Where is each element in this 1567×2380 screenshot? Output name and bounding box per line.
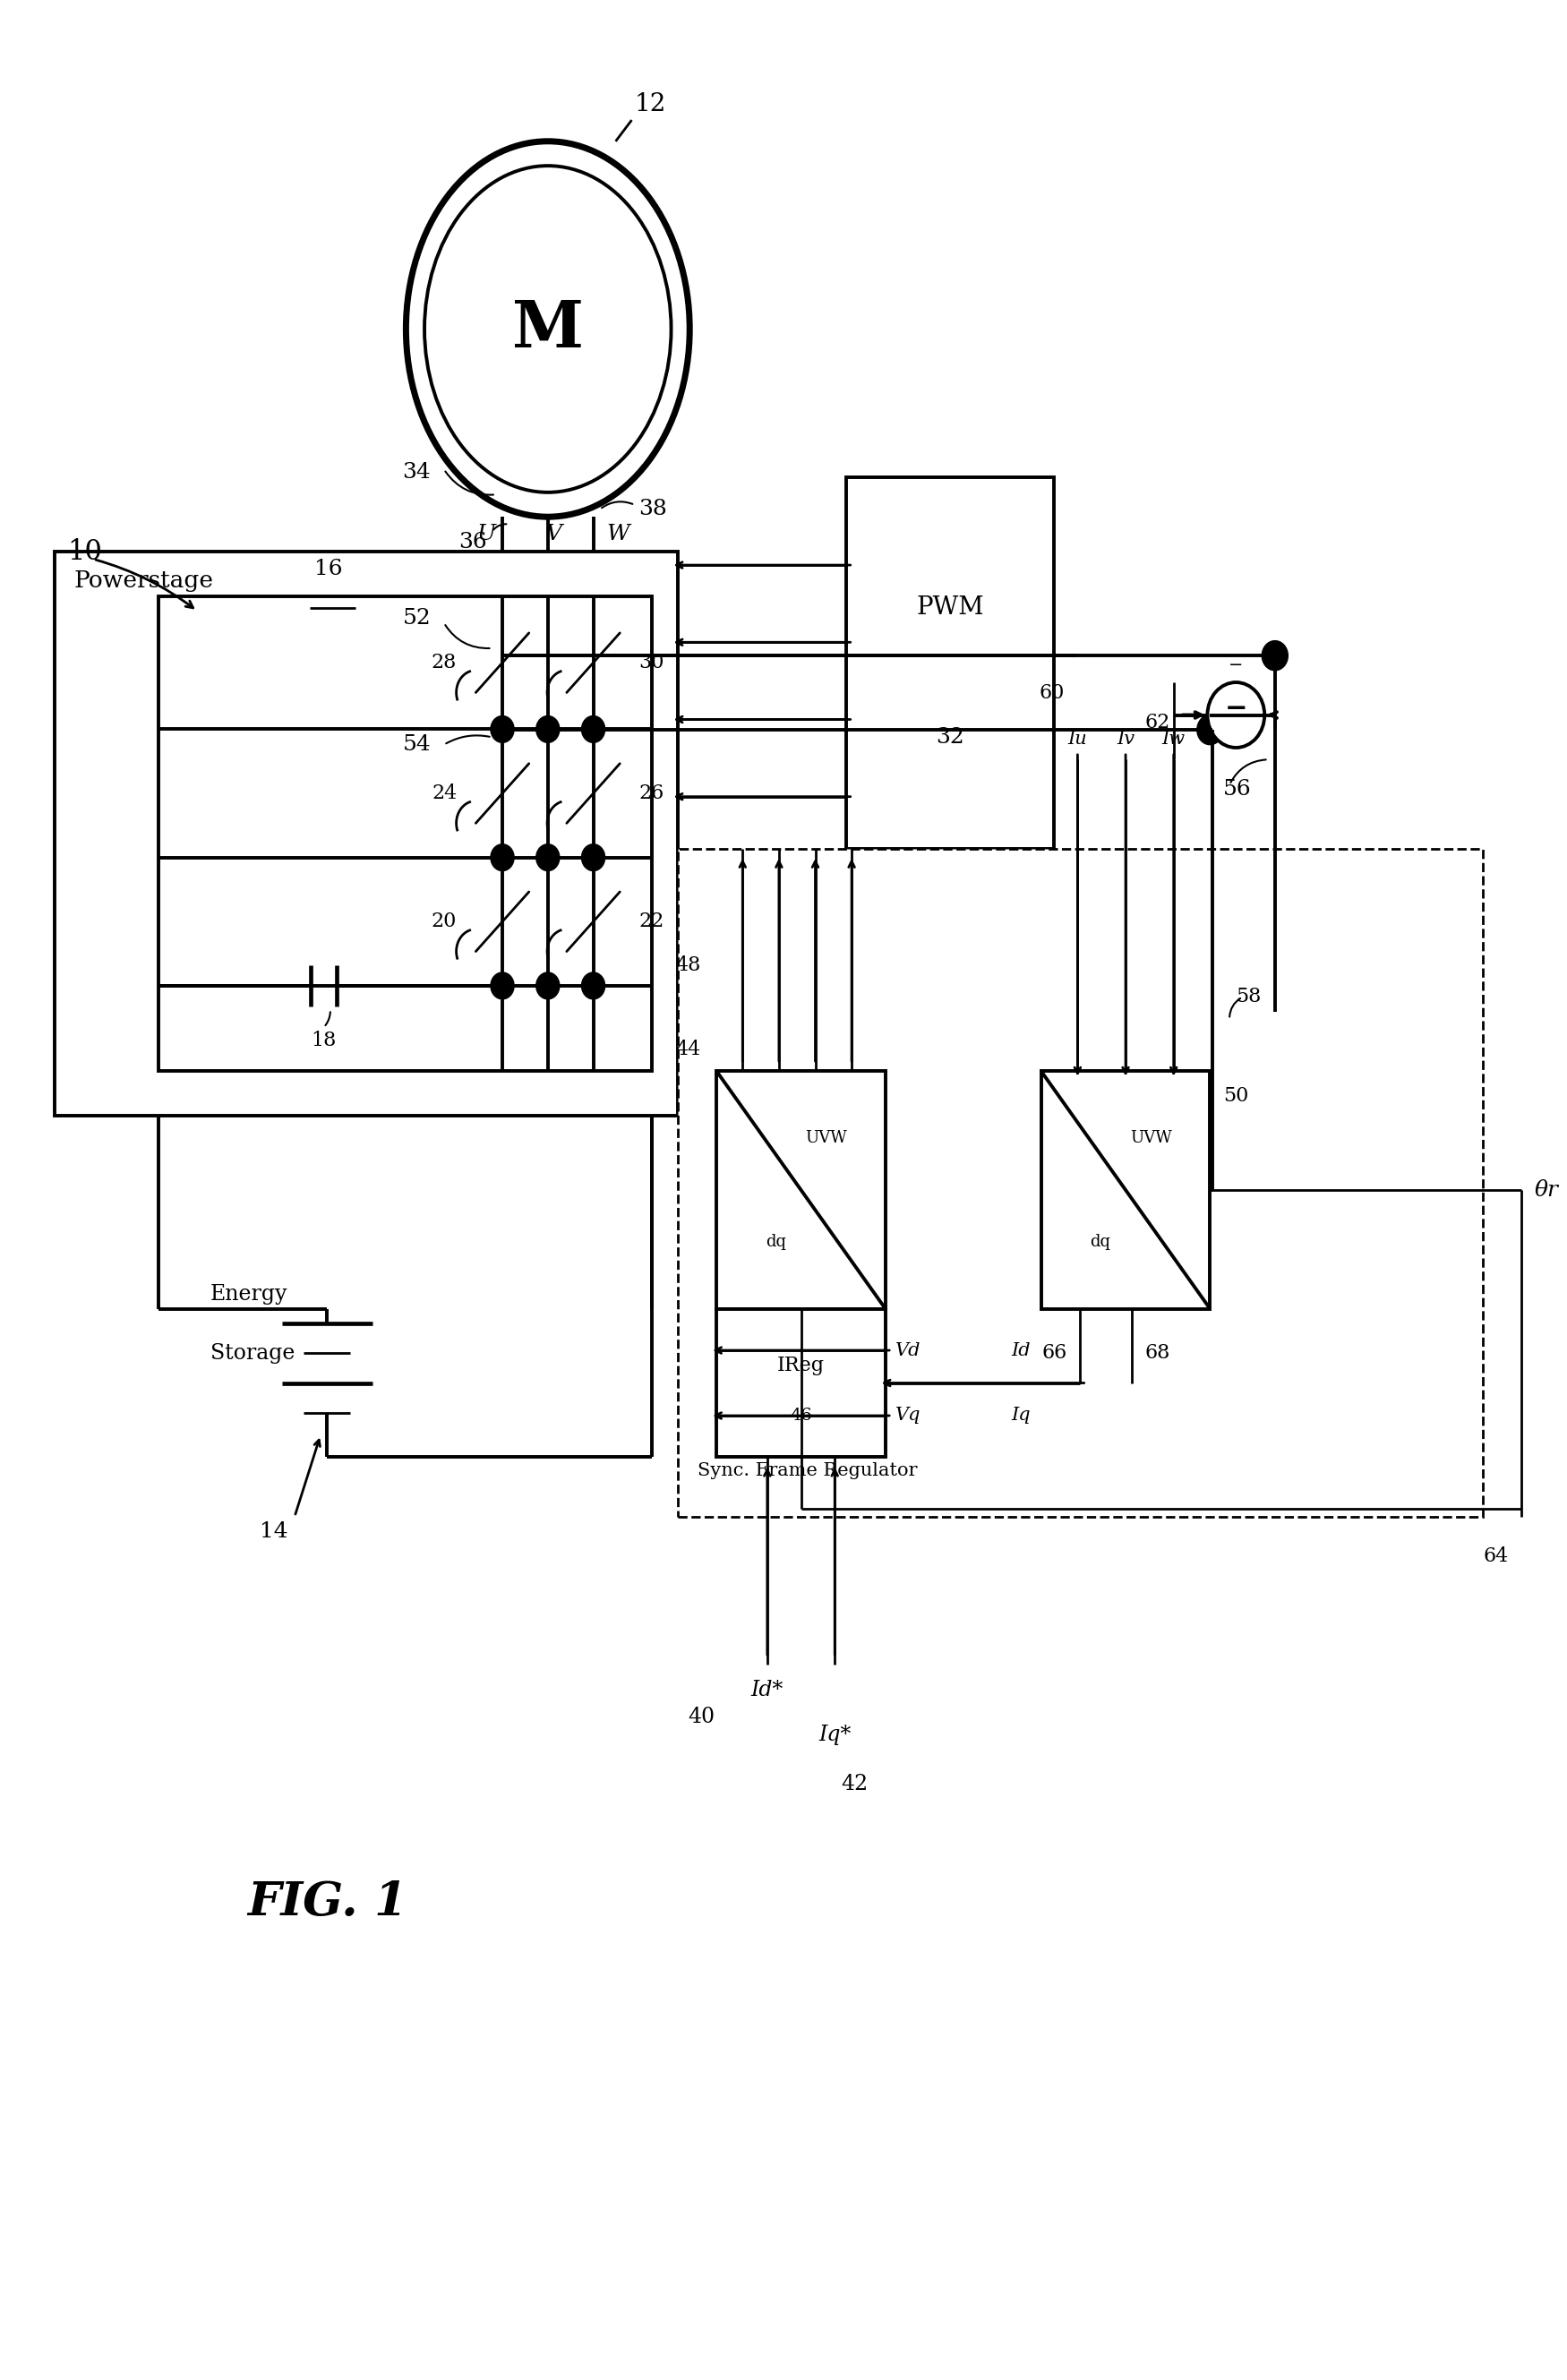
Circle shape [1261, 640, 1288, 671]
Text: dq: dq [1091, 1235, 1111, 1250]
Text: Id: Id [1011, 1342, 1031, 1359]
Circle shape [489, 640, 516, 671]
Text: V: V [547, 524, 563, 545]
Text: Energy: Energy [210, 1283, 288, 1304]
Text: Iq*: Iq* [818, 1726, 851, 1745]
Circle shape [1208, 683, 1265, 747]
Text: FIG. 1: FIG. 1 [248, 1880, 407, 1925]
Text: 60: 60 [1039, 683, 1064, 702]
Circle shape [489, 714, 516, 745]
Text: 10: 10 [67, 538, 102, 566]
Circle shape [536, 845, 559, 871]
Text: 12: 12 [635, 93, 666, 117]
Text: θr: θr [1534, 1180, 1559, 1200]
Text: Id*: Id* [751, 1680, 784, 1699]
Text: 18: 18 [312, 1031, 337, 1050]
Bar [846, 478, 1055, 850]
Text: 28: 28 [431, 652, 458, 674]
Text: 54: 54 [403, 735, 431, 754]
Text: 40: 40 [688, 1706, 715, 1728]
Text: 56: 56 [1222, 778, 1252, 800]
Text: Sync. Frame Regulator: Sync. Frame Regulator [697, 1461, 917, 1480]
Text: 46: 46 [790, 1407, 812, 1423]
Text: 68: 68 [1145, 1342, 1171, 1364]
Text: 14: 14 [260, 1521, 288, 1542]
Text: 58: 58 [1236, 988, 1261, 1007]
Text: 36: 36 [459, 531, 487, 552]
Text: IReg: IReg [777, 1354, 824, 1376]
Text: Vq: Vq [896, 1407, 921, 1423]
Text: 22: 22 [639, 912, 664, 931]
Text: 50: 50 [1222, 1085, 1249, 1107]
Bar [158, 597, 652, 1071]
Text: 44: 44 [675, 1040, 700, 1059]
Text: 32: 32 [935, 726, 965, 747]
Circle shape [536, 973, 559, 1000]
Ellipse shape [425, 167, 671, 493]
Text: 42: 42 [841, 1773, 868, 1795]
Text: UVW: UVW [805, 1130, 848, 1145]
Circle shape [581, 973, 605, 1000]
Circle shape [581, 716, 605, 743]
Text: −: − [1229, 657, 1243, 674]
Circle shape [490, 973, 514, 1000]
Bar [677, 850, 1482, 1516]
Ellipse shape [406, 140, 689, 516]
Text: M: M [512, 298, 583, 362]
Text: U: U [476, 524, 495, 545]
Text: 16: 16 [313, 559, 343, 581]
Text: 62: 62 [1145, 712, 1171, 733]
Circle shape [581, 845, 605, 871]
Text: Storage: Storage [210, 1342, 295, 1364]
Bar [716, 1309, 885, 1457]
Text: Iq: Iq [1011, 1407, 1031, 1423]
Circle shape [490, 845, 514, 871]
Text: 66: 66 [1042, 1342, 1067, 1364]
Text: 20: 20 [431, 912, 458, 931]
Text: 24: 24 [431, 783, 458, 802]
Text: Iv: Iv [1117, 731, 1135, 747]
Text: −: − [1224, 695, 1247, 721]
Text: 38: 38 [639, 500, 668, 519]
Bar [1040, 1071, 1210, 1309]
Bar [55, 552, 677, 1116]
Bar [716, 1071, 885, 1309]
Text: 64: 64 [1484, 1547, 1509, 1566]
Text: Powerstage: Powerstage [74, 569, 213, 593]
Text: PWM: PWM [917, 595, 984, 619]
Text: 48: 48 [675, 954, 700, 976]
Text: 30: 30 [639, 652, 664, 674]
Text: UVW: UVW [1130, 1130, 1172, 1145]
Text: 34: 34 [403, 462, 431, 483]
Text: Iw: Iw [1163, 731, 1185, 747]
Text: 52: 52 [403, 609, 431, 628]
Text: dq: dq [765, 1235, 787, 1250]
Text: Iu: Iu [1067, 731, 1087, 747]
Text: 26: 26 [639, 783, 664, 802]
Circle shape [490, 716, 514, 743]
Text: W: W [606, 524, 630, 545]
Text: Vd: Vd [896, 1342, 921, 1359]
Circle shape [1197, 714, 1222, 745]
Circle shape [536, 716, 559, 743]
